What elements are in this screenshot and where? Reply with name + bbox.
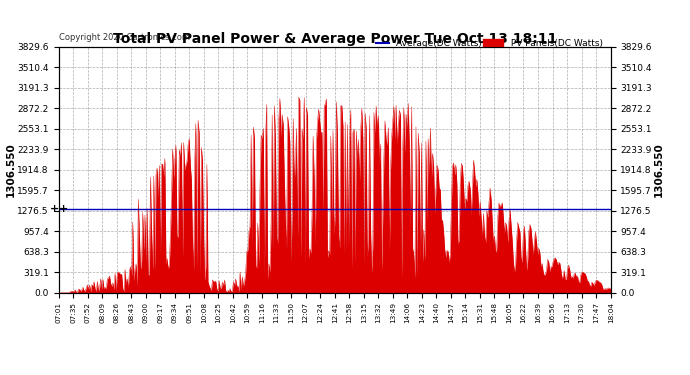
- Y-axis label: 1306.550: 1306.550: [6, 142, 16, 197]
- Legend: Average(DC Watts),  PV Panels(DC Watts): Average(DC Watts), PV Panels(DC Watts): [372, 35, 606, 52]
- Title: Total PV Panel Power & Average Power Tue Oct 13 18:11: Total PV Panel Power & Average Power Tue…: [112, 32, 557, 46]
- Y-axis label: 1306.550: 1306.550: [653, 142, 663, 197]
- Text: Copyright 2020 Cartronics.com: Copyright 2020 Cartronics.com: [59, 33, 190, 42]
- Text: +: +: [50, 204, 59, 214]
- Text: +: +: [59, 204, 68, 214]
